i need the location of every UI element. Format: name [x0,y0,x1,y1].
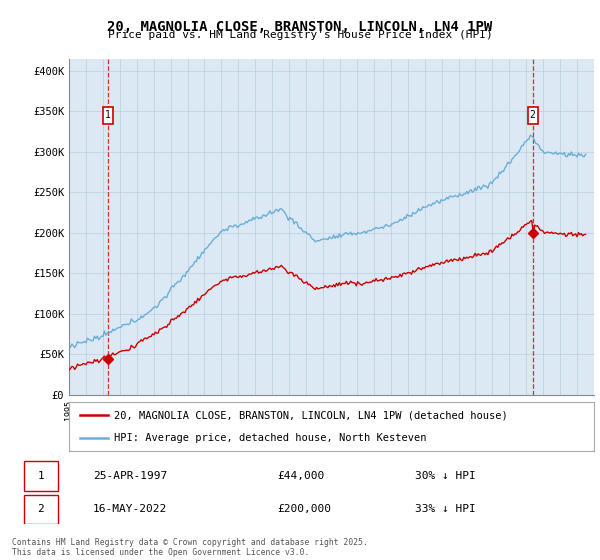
Text: 1: 1 [106,110,111,120]
Text: 25-APR-1997: 25-APR-1997 [92,471,167,481]
FancyBboxPatch shape [23,494,58,524]
Text: 1: 1 [37,471,44,481]
Text: 2: 2 [530,110,536,120]
Text: £200,000: £200,000 [277,505,331,515]
Text: Contains HM Land Registry data © Crown copyright and database right 2025.
This d: Contains HM Land Registry data © Crown c… [12,538,368,557]
FancyBboxPatch shape [23,461,58,491]
Text: 20, MAGNOLIA CLOSE, BRANSTON, LINCOLN, LN4 1PW (detached house): 20, MAGNOLIA CLOSE, BRANSTON, LINCOLN, L… [113,410,508,421]
Text: Price paid vs. HM Land Registry's House Price Index (HPI): Price paid vs. HM Land Registry's House … [107,30,493,40]
Text: 30% ↓ HPI: 30% ↓ HPI [415,471,476,481]
Text: 2: 2 [37,505,44,515]
FancyBboxPatch shape [103,106,113,124]
Text: 33% ↓ HPI: 33% ↓ HPI [415,505,476,515]
Text: 16-MAY-2022: 16-MAY-2022 [92,505,167,515]
FancyBboxPatch shape [527,106,538,124]
Text: 20, MAGNOLIA CLOSE, BRANSTON, LINCOLN, LN4 1PW: 20, MAGNOLIA CLOSE, BRANSTON, LINCOLN, L… [107,20,493,34]
Text: £44,000: £44,000 [277,471,324,481]
Text: HPI: Average price, detached house, North Kesteven: HPI: Average price, detached house, Nort… [113,433,426,444]
